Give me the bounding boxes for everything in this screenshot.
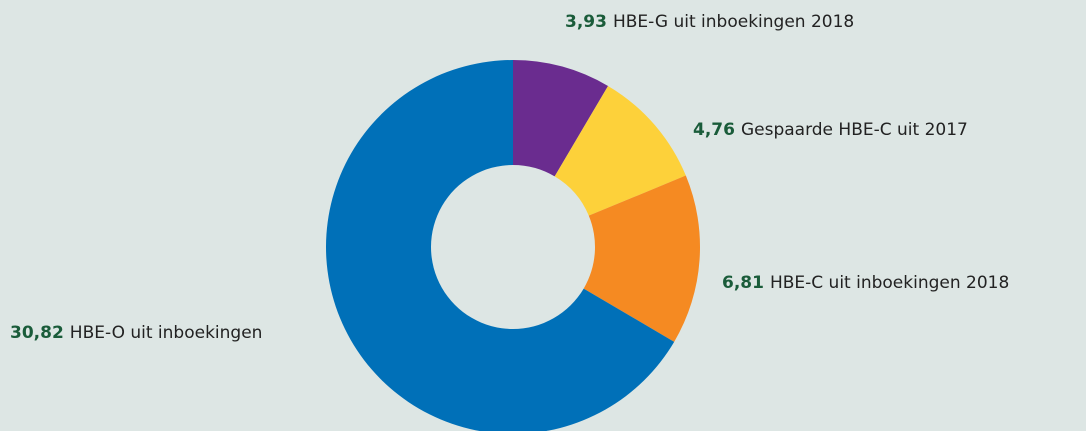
donut-segment: [326, 60, 675, 431]
category-label: HBE-C uit inboekingen 2018: [770, 273, 1009, 293]
value-label: 6,81: [722, 273, 764, 293]
donut-segment: [583, 175, 700, 342]
segment-label: 30,82 HBE-O uit inboekingen: [10, 323, 262, 343]
value-label: 4,76: [693, 120, 735, 140]
value-label: 30,82: [10, 323, 64, 343]
segment-label: 4,76 Gespaarde HBE-C uit 2017: [693, 120, 968, 140]
category-label: HBE-O uit inboekingen: [70, 323, 263, 343]
category-label: Gespaarde HBE-C uit 2017: [741, 120, 968, 140]
segment-label: 3,93 HBE-G uit inboekingen 2018: [565, 12, 854, 32]
donut-segment: [513, 60, 609, 177]
segment-label: 6,81 HBE-C uit inboekingen 2018: [722, 273, 1009, 293]
category-label: HBE-G uit inboekingen 2018: [613, 12, 854, 32]
donut-segment: [554, 85, 686, 216]
value-label: 3,93: [565, 12, 607, 32]
